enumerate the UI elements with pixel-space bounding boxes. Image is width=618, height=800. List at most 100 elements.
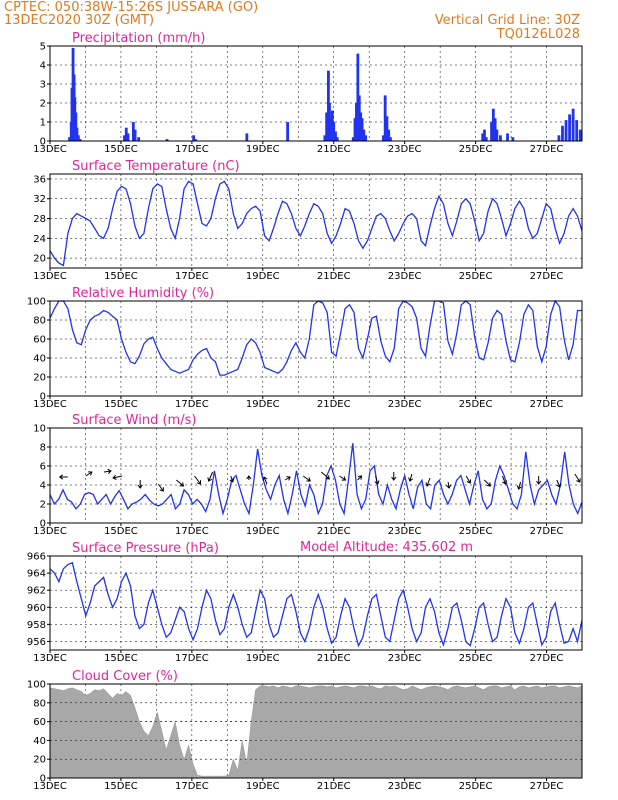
precipitation-bar — [495, 129, 499, 141]
cloud-cover-xtick: 23DEC — [388, 781, 422, 792]
wind-arrow — [536, 476, 542, 485]
precipitation-bar — [511, 137, 515, 141]
humidity-line — [49, 299, 582, 376]
temperature-title: Surface Temperature (nC) — [72, 159, 240, 174]
precipitation-xtick: 19DEC — [246, 144, 280, 155]
cloud-cover-ytick: 40 — [33, 736, 46, 747]
temperature-xtick: 23DEC — [388, 271, 422, 282]
pressure-xtick: 27DEC — [530, 653, 564, 664]
cloud-cover-xtick: 27DEC — [530, 781, 564, 792]
precipitation-bar — [359, 112, 363, 141]
cloud-cover-xtick: 17DEC — [175, 781, 209, 792]
header-line2: 13DEC2020 30Z (GMT) — [4, 13, 154, 28]
wind-arrow — [556, 479, 562, 488]
precipitation-frame — [49, 45, 583, 142]
wind-arrow — [339, 475, 347, 481]
wind-xtick: 19DEC — [246, 526, 280, 537]
precipitation-bar — [571, 108, 575, 141]
cloud-cover-area — [49, 685, 583, 779]
wind-ytick: 0 — [40, 519, 46, 530]
temperature-panel: Surface Temperature (nC) 20 24 28 32 36 13DEC 1… — [33, 159, 583, 282]
precipitation-bar — [332, 122, 336, 141]
temperature-xtick: 17DEC — [175, 271, 209, 282]
humidity-xtick: 23DEC — [388, 399, 422, 410]
temperature-xtick: 21DEC — [317, 271, 351, 282]
precipitation-bar — [491, 108, 495, 141]
wind-arrow — [112, 474, 123, 480]
wind-arrows — [58, 468, 581, 492]
precipitation-bar — [383, 95, 387, 141]
pressure-xtick: 23DEC — [388, 653, 422, 664]
humidity-xtick: 25DEC — [459, 399, 493, 410]
wind-arrow — [157, 483, 164, 492]
cloud-cover-panel: Cloud Cover (%) 0 20 40 60 80 100 13DEC 15DEC 17D… — [27, 669, 583, 792]
wind-arrow — [465, 475, 472, 484]
precipitation-panel: Precipitation (mm/h) 0 1 2 3 4 5 13DEC 15DEC 17DE… — [33, 31, 583, 155]
pressure-xtick: 13DEC — [33, 653, 67, 664]
cloud-cover-ytick: 20 — [33, 755, 46, 766]
humidity-ytick: 20 — [33, 373, 46, 384]
humidity-frame — [49, 300, 583, 397]
wind-arrow — [284, 476, 291, 481]
pressure-ytick: 956 — [27, 637, 46, 648]
temperature-xtick: 27DEC — [530, 271, 564, 282]
wind-title: Surface Wind (m/s) — [72, 413, 196, 428]
humidity-xtick: 21DEC — [317, 399, 351, 410]
wind-arrow — [574, 473, 581, 483]
precipitation-bar — [123, 135, 126, 141]
temperature-xtick: 13DEC — [33, 271, 67, 282]
humidity-xtick: 13DEC — [33, 399, 67, 410]
precipitation-bar — [564, 120, 568, 141]
temperature-ytick: 32 — [33, 194, 46, 205]
precipitation-ytick: 0 — [40, 137, 46, 148]
precipitation-bar — [194, 139, 197, 141]
precipitation-ytick: 1 — [40, 118, 46, 129]
pressure-ytick: 960 — [27, 603, 46, 614]
precipitation-bar — [568, 114, 571, 141]
humidity-xtick: 17DEC — [175, 399, 209, 410]
wind-frame — [49, 427, 583, 524]
precipitation-bar — [334, 131, 337, 141]
humidity-xtick: 15DEC — [104, 399, 138, 410]
humidity-xtick: 19DEC — [246, 399, 280, 410]
cloud-cover-ytick: 0 — [40, 774, 46, 785]
wind-arrow — [85, 471, 93, 477]
wind-arrow — [320, 471, 330, 480]
precipitation-bar — [165, 139, 169, 141]
precipitation-bar — [575, 120, 579, 141]
precipitation-bar — [75, 127, 79, 141]
precipitation-bar — [493, 118, 497, 141]
wind-ytick: 10 — [33, 424, 46, 435]
precipitation-bar — [362, 129, 366, 141]
wind-arrow — [357, 475, 363, 481]
precipitation-bar — [335, 137, 339, 141]
humidity-ytick: 0 — [40, 392, 46, 403]
precipitation-ytick: 4 — [40, 61, 46, 72]
wind-arrow — [58, 474, 68, 480]
precipitation-ytick: 3 — [40, 80, 46, 91]
pressure-xtick: 17DEC — [175, 653, 209, 664]
precipitation-bar — [245, 133, 249, 141]
cloud-cover-xtick: 19DEC — [246, 781, 280, 792]
precipitation-bar — [483, 129, 486, 141]
temperature-xtick: 25DEC — [459, 271, 493, 282]
wind-arrow — [446, 481, 452, 489]
wind-arrow — [374, 475, 380, 485]
precipitation-xtick: 23DEC — [388, 144, 422, 155]
precipitation-bar — [137, 137, 141, 141]
precipitation-bar — [131, 122, 135, 141]
precipitation-bar — [360, 118, 364, 141]
cloud-cover-xtick: 15DEC — [104, 781, 138, 792]
pressure-xtick: 25DEC — [459, 653, 493, 664]
pressure-panel: Surface Pressure (hPa) 956 958 960 962 964 966… — [27, 541, 583, 664]
cloud-cover-ytick: 100 — [27, 680, 46, 691]
precipitation-xtick: 13DEC — [33, 144, 67, 155]
model-altitude: Model Altitude: 435.602 m — [300, 540, 473, 555]
precipitation-ytick: 2 — [40, 99, 46, 110]
precipitation-bar — [325, 112, 329, 141]
pressure-line — [49, 561, 583, 648]
precipitation-bar — [323, 135, 327, 141]
humidity-ytick: 100 — [27, 297, 46, 308]
precipitation-bar — [124, 127, 128, 141]
humidity-ytick: 60 — [33, 335, 46, 346]
